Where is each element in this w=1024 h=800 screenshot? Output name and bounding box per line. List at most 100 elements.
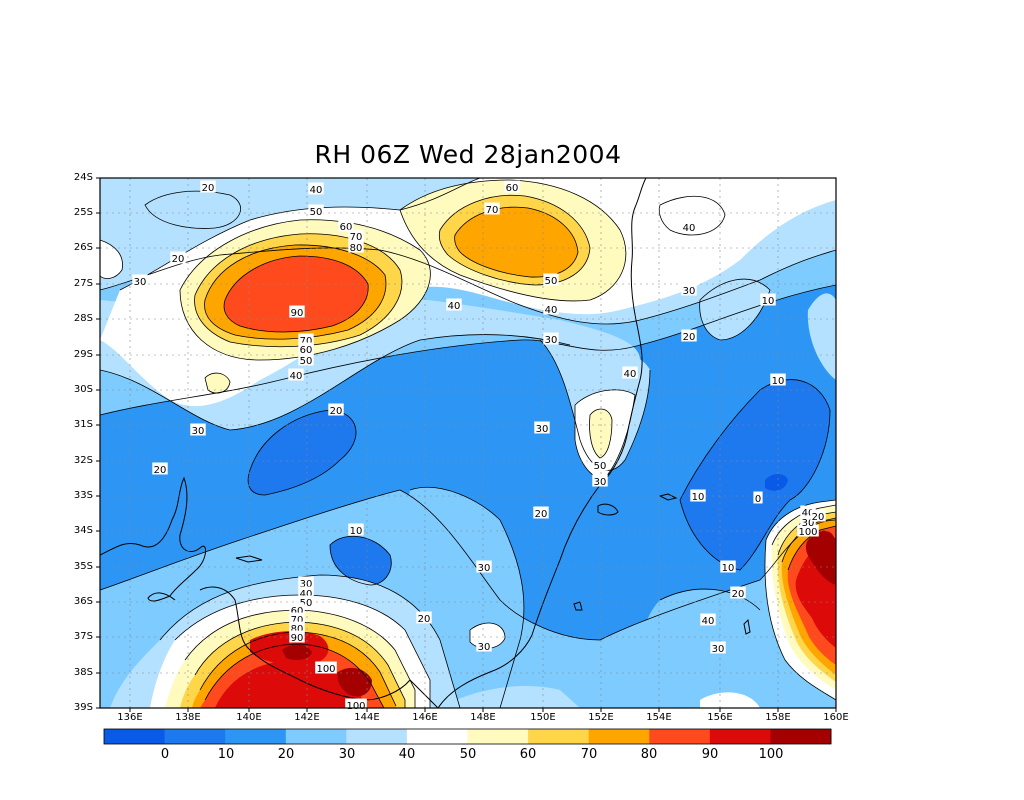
colorbar-label: 10 (217, 747, 235, 762)
chart-title: RH 06Z Wed 28jan2004 (314, 140, 622, 169)
contour-label-bg (338, 219, 354, 232)
colorbar-frame (103, 728, 832, 745)
contour-label: 20 (732, 589, 745, 600)
contour-label: 40 (802, 508, 815, 519)
y-tick-label: 25S (73, 207, 93, 218)
contour-label: 20 (202, 183, 215, 194)
contour-label: 70 (291, 615, 304, 626)
colorbar (104, 729, 832, 744)
contour-label-bg (543, 302, 559, 315)
contour-label-bg (348, 523, 364, 536)
band-0-10 (248, 410, 357, 495)
contour-label-bg (416, 611, 432, 624)
contour-label: 100 (798, 527, 817, 538)
colorbar-swatch (346, 729, 408, 744)
contour-label-bg (622, 366, 638, 379)
contour-label-bg (190, 423, 206, 436)
contour-label-bg (690, 489, 706, 502)
tick-marks (96, 177, 837, 712)
contour-label-bg (484, 202, 500, 215)
contour-label: 90 (291, 308, 304, 319)
contour-label-bg (543, 273, 559, 286)
contour-label: 30 (478, 563, 491, 574)
contour-label: 0 (755, 494, 761, 505)
contour-label: 40 (624, 369, 637, 380)
colorbar-label: 30 (338, 747, 356, 762)
contour-label: 30 (134, 277, 147, 288)
contour-label: 60 (300, 345, 313, 356)
contour-label-bg (298, 353, 314, 366)
contour-label: 100 (346, 701, 365, 712)
colorbar-label: 50 (459, 747, 477, 762)
contour-label: 30 (712, 644, 725, 655)
contour-label: 60 (506, 183, 519, 194)
contour-label-bg (534, 421, 550, 434)
contour-fills (100, 178, 836, 708)
colorbar-swatch (770, 729, 832, 744)
contour-label: 10 (762, 296, 775, 307)
contour-label: 70 (486, 205, 499, 216)
x-tick-label: 152E (588, 712, 614, 723)
colorbar-label: 90 (701, 747, 719, 762)
x-tick-label: 160E (823, 712, 849, 723)
contour-label: 20 (330, 406, 343, 417)
contour-label: 20 (418, 614, 431, 625)
contour-label: 10 (692, 492, 705, 503)
contour-label: 50 (310, 207, 323, 218)
contour-label-bg (810, 509, 826, 522)
contour-label: 30 (300, 579, 313, 590)
contour-label-bg (700, 613, 716, 626)
colorbar-label: 80 (640, 747, 658, 762)
contour-label-bg (170, 251, 186, 264)
contour-label: 40 (545, 305, 558, 316)
y-tick-label: 38S (73, 667, 93, 678)
contour-label: 40 (702, 616, 715, 627)
coastline (100, 476, 206, 602)
contour-label-bg (348, 229, 364, 242)
colorbar-swatch (467, 729, 529, 744)
contour-label-bg (533, 506, 549, 519)
contour-label-bg (476, 560, 492, 573)
contour-label: 40 (448, 301, 461, 312)
grid-lines (100, 178, 836, 708)
contour-label-bg (328, 403, 344, 416)
x-tick-label: 138E (175, 712, 201, 723)
y-tick-label: 34S (73, 525, 93, 536)
x-tick-label: 140E (236, 712, 262, 723)
x-tick-label: 158E (765, 712, 791, 723)
contour-label-bg (298, 342, 314, 355)
y-tick-label: 24S (73, 172, 93, 183)
x-tick-label: 136E (117, 712, 143, 723)
contour-label: 70 (350, 232, 363, 243)
contour-label-bg (288, 368, 304, 381)
contour-label: 10 (772, 376, 785, 387)
y-tick-label: 27S (73, 278, 93, 289)
contour-label: 40 (310, 185, 323, 196)
contour-label-bg (289, 305, 305, 318)
contour-label-bg (720, 560, 736, 573)
contour-label-bg (446, 298, 462, 311)
y-tick-label: 36S (73, 596, 93, 607)
contour-label-bg (348, 240, 364, 253)
band-100-plus (282, 644, 312, 660)
contour-label: 90 (291, 633, 304, 644)
y-tick-label: 37S (73, 631, 93, 642)
contour-label-bg (289, 630, 305, 643)
contour-label: 20 (535, 509, 548, 520)
contour-label: 50 (545, 276, 558, 287)
contour-label: 30 (478, 642, 491, 653)
y-tick-label: 30S (73, 384, 93, 395)
y-tick-label: 39S (73, 702, 93, 713)
contour-label-bg (152, 462, 168, 475)
colorbar-swatch (588, 729, 650, 744)
contour-label: 40 (290, 371, 303, 382)
contour-label-bg (476, 639, 492, 652)
contour-label-bg (770, 373, 786, 386)
colorbar-swatch (406, 729, 468, 744)
band-10-20 (100, 285, 836, 640)
contour-label-bg (543, 332, 559, 345)
contour-label: 20 (154, 465, 167, 476)
colorbar-label: 60 (519, 747, 537, 762)
map-frame (99, 177, 837, 709)
contour-label-bg (298, 576, 314, 589)
